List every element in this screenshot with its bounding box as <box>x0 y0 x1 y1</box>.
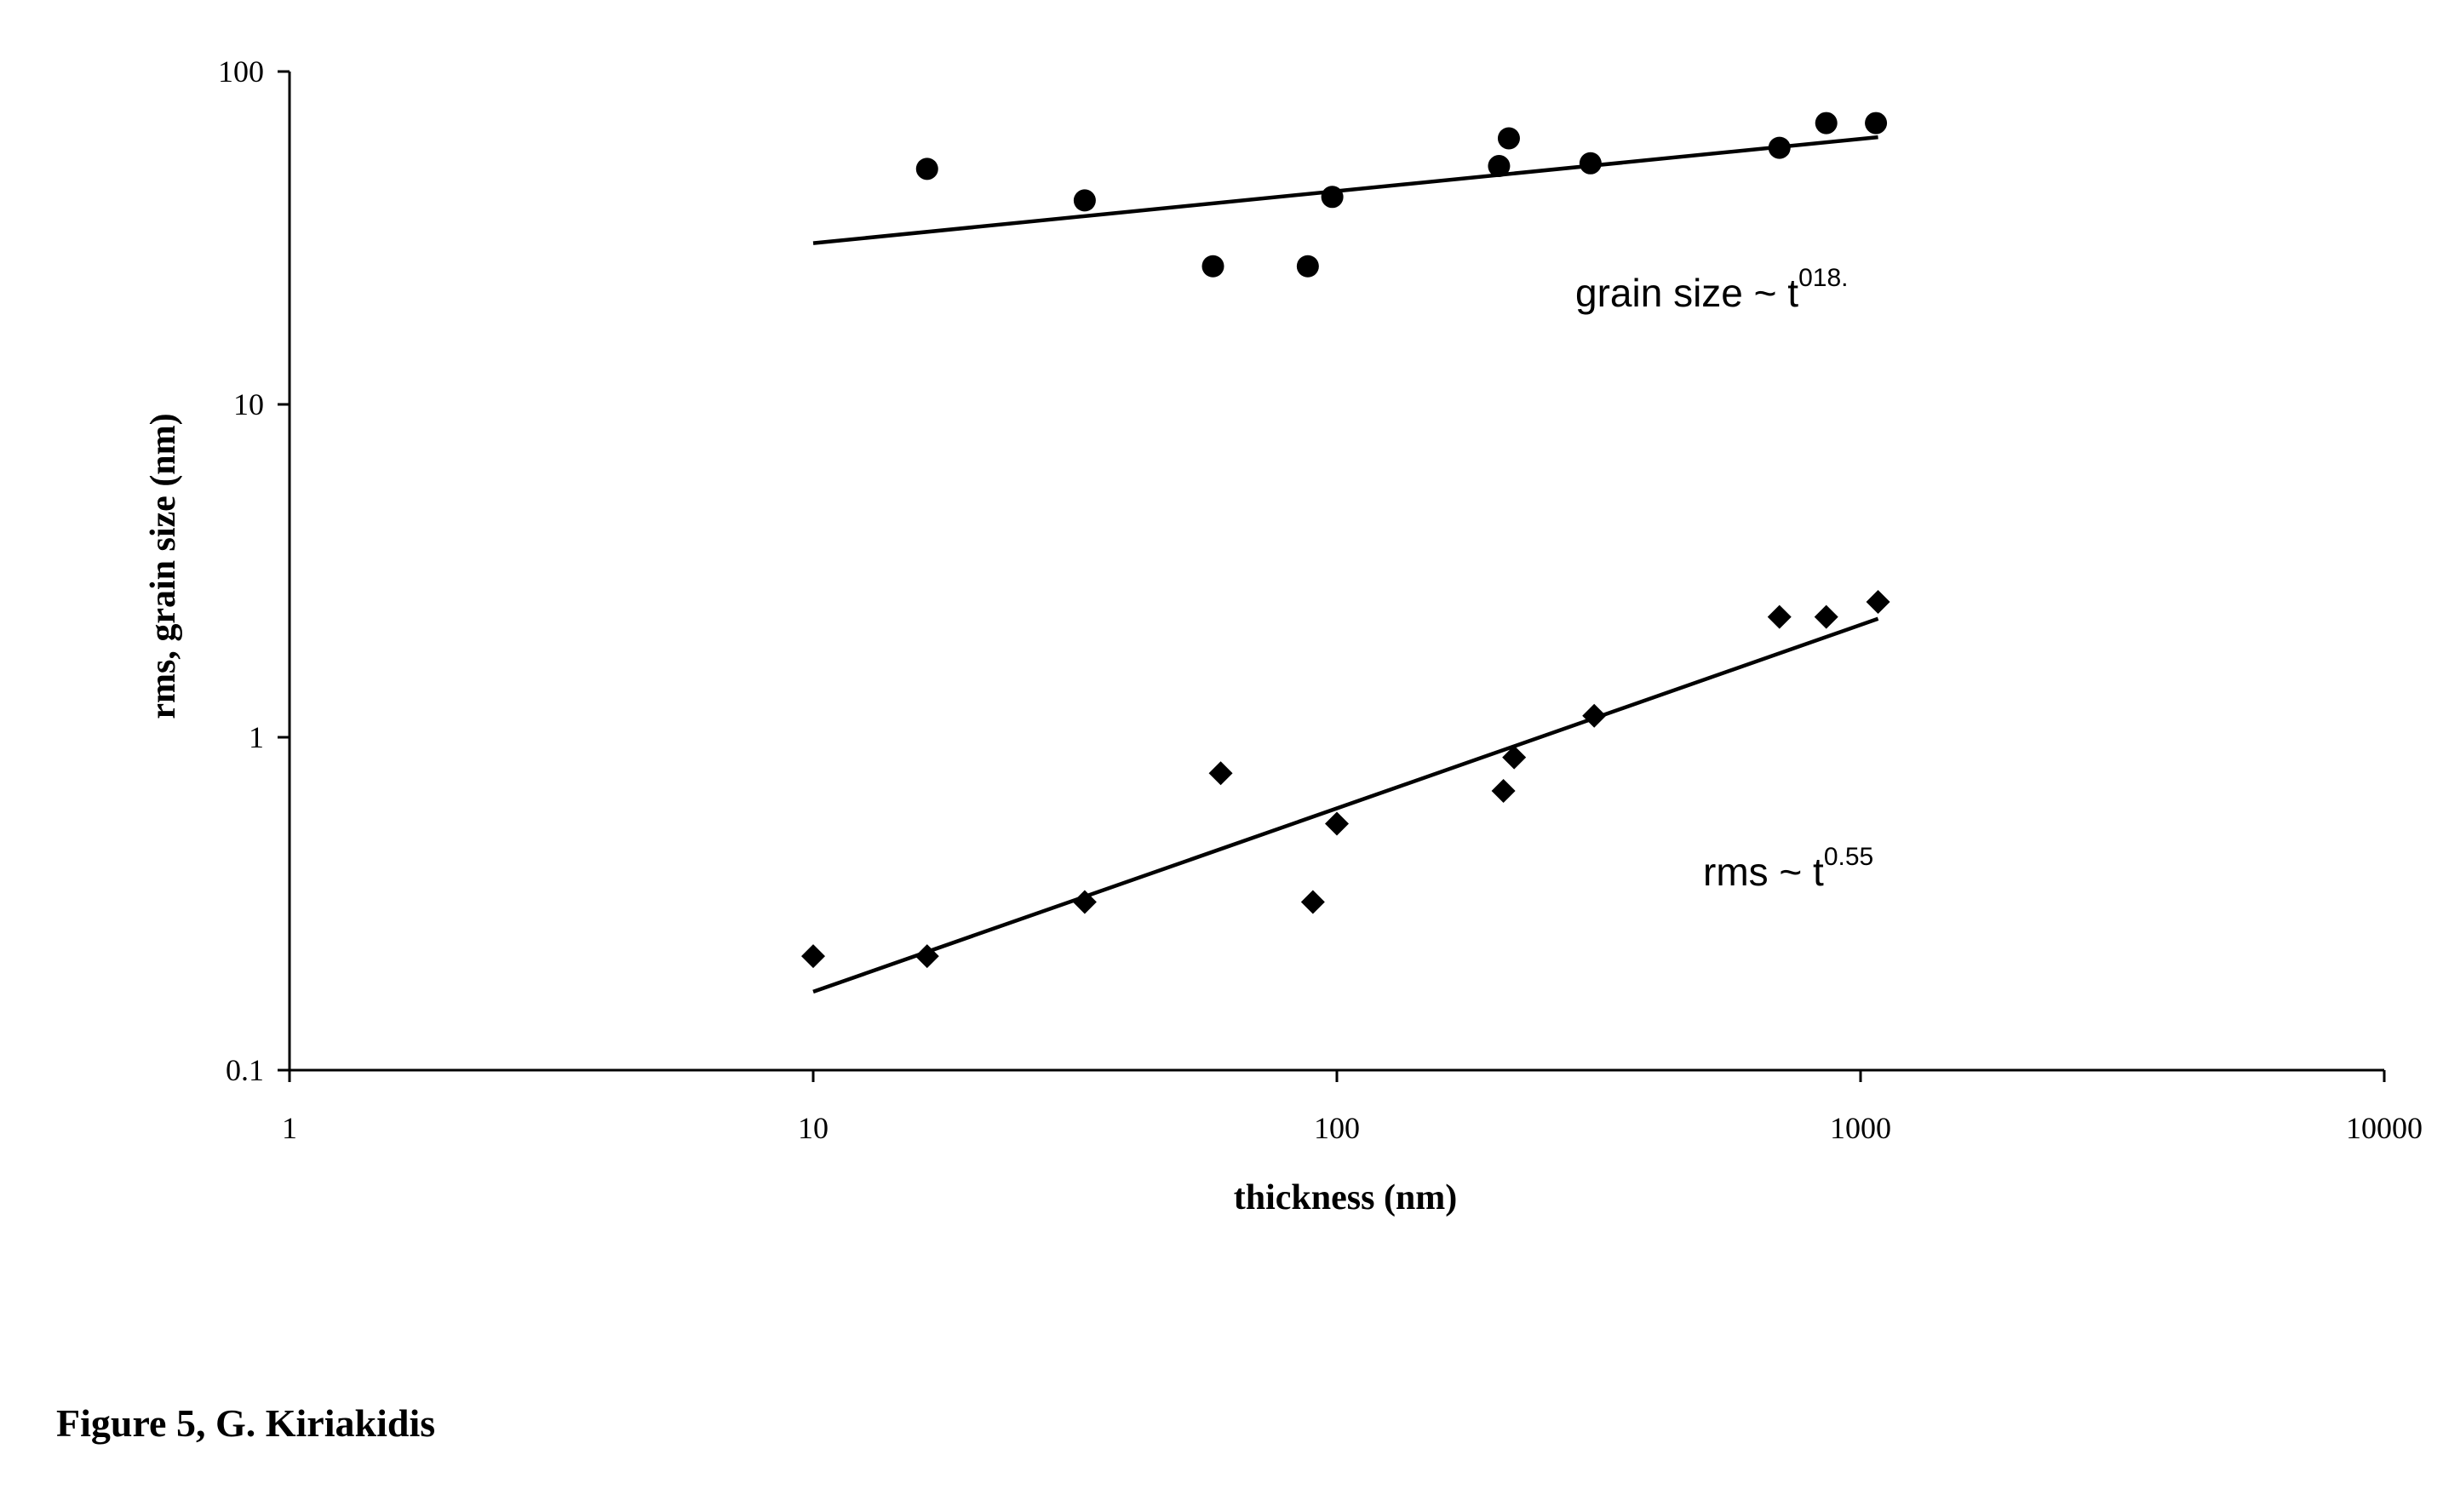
grain-size-point <box>1497 127 1520 150</box>
rms-point <box>1300 890 1325 914</box>
grain-size-annotation-exponent: 018. <box>1798 264 1848 292</box>
y-tick-label: 1 <box>249 720 264 754</box>
grain-size-point <box>1768 136 1791 159</box>
grain-size-point <box>1296 255 1319 278</box>
x-tick-label: 1 <box>282 1111 297 1145</box>
grain-size-point <box>1865 112 1888 135</box>
rms-point <box>915 944 939 969</box>
y-tick-label: 100 <box>218 54 264 89</box>
grain-size-point <box>1579 152 1602 175</box>
rms-annotation: rms ~ t0.55 <box>1703 843 1873 894</box>
rms-point <box>801 944 825 969</box>
x-axis-title: thickness (nm) <box>1234 1178 1458 1217</box>
rms-point <box>1502 745 1527 770</box>
rms-point <box>1866 590 1890 615</box>
rms-annotation-text: rms ~ t <box>1703 850 1824 894</box>
rms-point <box>1072 890 1097 914</box>
rms-point <box>1491 779 1516 804</box>
x-tick-label: 100 <box>1314 1111 1360 1145</box>
rms-point <box>1582 703 1607 728</box>
grain-size-point <box>1201 255 1224 278</box>
x-tick-labels: 1 10 100 1000 10000 <box>282 1111 2423 1145</box>
data-points <box>801 112 1890 969</box>
grain-size-point <box>1488 155 1511 178</box>
grain-size-point <box>1321 186 1344 209</box>
grain-size-annotation-text: grain size ~ t <box>1575 271 1798 315</box>
rms-annotation-exponent: 0.55 <box>1824 843 1873 871</box>
grain-size-point <box>915 158 938 180</box>
rms-point <box>1325 811 1349 836</box>
x-tick-label: 1000 <box>1830 1111 1891 1145</box>
grain-size-annotation: grain size ~ t018. <box>1575 264 1848 315</box>
x-tick-label: 10000 <box>2346 1111 2423 1145</box>
y-tick-label: 10 <box>233 387 264 421</box>
rms-point <box>1767 604 1792 629</box>
grain-size-point <box>1073 189 1096 212</box>
grain-size-point <box>1815 112 1838 135</box>
axes <box>278 70 2386 1082</box>
y-tick-label: 0.1 <box>226 1053 264 1087</box>
x-tick-label: 10 <box>798 1111 829 1145</box>
fit-lines <box>812 135 1879 994</box>
y-tick-labels: 0.1 1 10 100 <box>218 54 264 1087</box>
rms-point <box>1814 604 1838 629</box>
grain-size-fit-line <box>812 135 1878 245</box>
rms-fit-line <box>812 616 1879 994</box>
figure-caption: Figure 5, G. Kiriakidis <box>56 1401 436 1445</box>
y-axis-title: rms, grain size (nm) <box>144 413 183 719</box>
rms-point <box>1208 761 1233 786</box>
